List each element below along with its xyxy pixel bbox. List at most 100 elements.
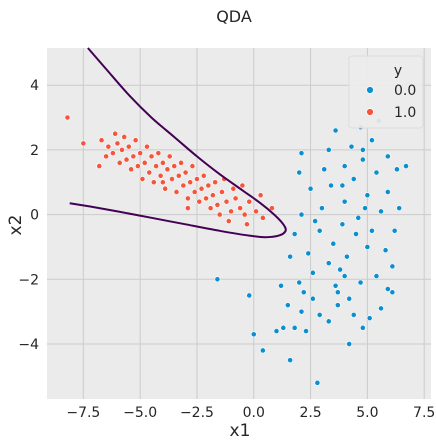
data-point-0.0 — [384, 153, 391, 160]
data-point-0.0 — [357, 279, 364, 286]
data-point-0.0 — [298, 150, 305, 157]
data-point-1.0 — [141, 159, 148, 166]
legend-marker-0 — [366, 86, 374, 94]
data-point-1.0 — [228, 208, 234, 215]
data-point-0.0 — [287, 253, 294, 260]
data-point-0.0 — [246, 292, 253, 299]
data-point-1.0 — [237, 205, 244, 212]
data-point-0.0 — [296, 169, 303, 176]
data-point-0.0 — [325, 260, 332, 267]
data-point-1.0 — [173, 189, 180, 195]
data-point-1.0 — [239, 182, 246, 189]
data-point-1.0 — [223, 198, 230, 205]
data-point-1.0 — [64, 114, 71, 121]
data-point-0.0 — [384, 286, 391, 292]
data-point-1.0 — [184, 205, 191, 212]
data-point-0.0 — [330, 240, 337, 247]
data-point-1.0 — [216, 211, 223, 218]
y-axis-label: x2 — [6, 215, 26, 236]
x-tick-label: −2.5 — [180, 405, 214, 421]
legend-marker-1 — [366, 108, 374, 116]
data-point-0.0 — [396, 205, 403, 212]
data-point-0.0 — [378, 305, 384, 312]
data-point-1.0 — [257, 192, 264, 199]
data-point-0.0 — [309, 269, 316, 276]
data-point-1.0 — [253, 208, 259, 215]
data-point-0.0 — [284, 302, 291, 309]
scatter-points — [64, 114, 409, 386]
data-point-1.0 — [159, 179, 166, 186]
data-point-1.0 — [175, 172, 182, 179]
decision-boundary-curve — [69, 47, 287, 239]
data-point-0.0 — [332, 127, 339, 134]
data-point-1.0 — [114, 140, 121, 147]
data-point-1.0 — [98, 137, 105, 144]
data-point-0.0 — [337, 266, 344, 273]
legend-label-1: 1.0 — [394, 105, 416, 121]
data-point-1.0 — [230, 185, 237, 192]
x-tick-label: −7.5 — [66, 405, 100, 421]
legend: y 0.0 1.0 — [348, 55, 424, 129]
data-point-0.0 — [314, 379, 321, 386]
data-point-0.0 — [389, 289, 396, 296]
data-point-0.0 — [341, 198, 348, 205]
data-point-1.0 — [139, 176, 146, 182]
data-point-0.0 — [214, 276, 221, 283]
data-point-1.0 — [146, 169, 153, 176]
data-point-1.0 — [105, 143, 112, 150]
data-point-0.0 — [298, 308, 305, 315]
data-point-1.0 — [187, 179, 194, 186]
data-point-0.0 — [359, 324, 366, 331]
legend-title: y — [394, 63, 402, 79]
data-point-0.0 — [309, 295, 316, 302]
data-point-0.0 — [334, 302, 341, 309]
data-point-1.0 — [96, 163, 103, 169]
data-point-1.0 — [180, 182, 187, 189]
y-tick-label: −4 — [18, 337, 39, 353]
data-point-0.0 — [316, 227, 323, 234]
data-point-0.0 — [328, 182, 334, 189]
data-point-1.0 — [184, 195, 191, 202]
chart-title: QDA — [216, 7, 252, 26]
data-point-1.0 — [164, 166, 171, 173]
x-tick-label: 7.5 — [413, 405, 435, 421]
data-point-0.0 — [300, 289, 307, 296]
data-point-1.0 — [157, 172, 164, 179]
data-point-1.0 — [244, 221, 250, 228]
data-point-1.0 — [80, 140, 87, 147]
y-tick-label: 0 — [30, 208, 39, 224]
data-point-1.0 — [171, 163, 178, 169]
data-point-0.0 — [403, 163, 409, 169]
y-tick-label: 4 — [30, 78, 39, 94]
data-point-1.0 — [203, 195, 209, 202]
data-point-0.0 — [325, 318, 332, 325]
y-tick-label: 2 — [30, 143, 39, 159]
data-point-0.0 — [296, 279, 303, 286]
data-point-0.0 — [250, 331, 257, 338]
data-point-1.0 — [219, 189, 225, 195]
data-point-0.0 — [364, 192, 371, 199]
data-point-0.0 — [341, 273, 348, 279]
data-point-1.0 — [198, 185, 205, 192]
grid-lines — [47, 48, 431, 399]
data-point-0.0 — [384, 189, 391, 195]
data-point-0.0 — [339, 221, 346, 228]
data-point-0.0 — [303, 328, 309, 334]
data-point-1.0 — [212, 179, 219, 186]
data-point-0.0 — [389, 263, 396, 270]
data-point-0.0 — [325, 147, 332, 153]
data-point-0.0 — [280, 324, 287, 331]
data-point-1.0 — [128, 166, 134, 173]
data-point-1.0 — [155, 150, 162, 157]
data-point-0.0 — [364, 244, 371, 250]
data-point-0.0 — [291, 324, 298, 331]
data-point-1.0 — [121, 134, 128, 140]
data-point-1.0 — [137, 150, 144, 157]
data-point-1.0 — [189, 163, 196, 169]
data-point-0.0 — [362, 205, 369, 212]
data-point-0.0 — [321, 166, 328, 173]
data-point-0.0 — [259, 347, 266, 354]
data-point-0.0 — [332, 282, 339, 289]
data-point-0.0 — [339, 182, 346, 189]
